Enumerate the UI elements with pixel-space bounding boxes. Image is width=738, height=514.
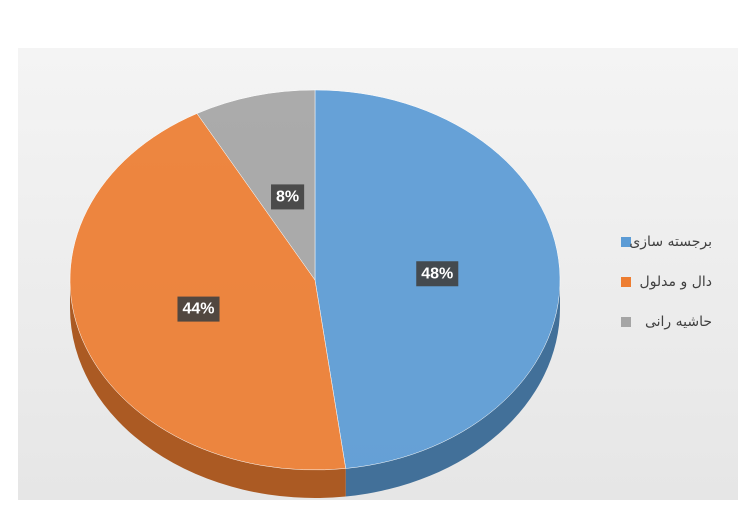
legend-label: حاشیه رانی [645,314,712,330]
legend-swatch [621,317,631,327]
legend-label: دال و مدلول [640,274,712,290]
data-label: 48% [421,265,453,282]
data-label: 44% [182,301,214,318]
data-label: 8% [276,188,299,205]
chart: 48% 44% 8% برجسته سازی دال و مدلول حاشیه ران… [0,0,738,514]
pie [70,90,560,498]
legend-swatch [621,277,631,287]
legend-label: برجسته سازی [629,234,712,250]
